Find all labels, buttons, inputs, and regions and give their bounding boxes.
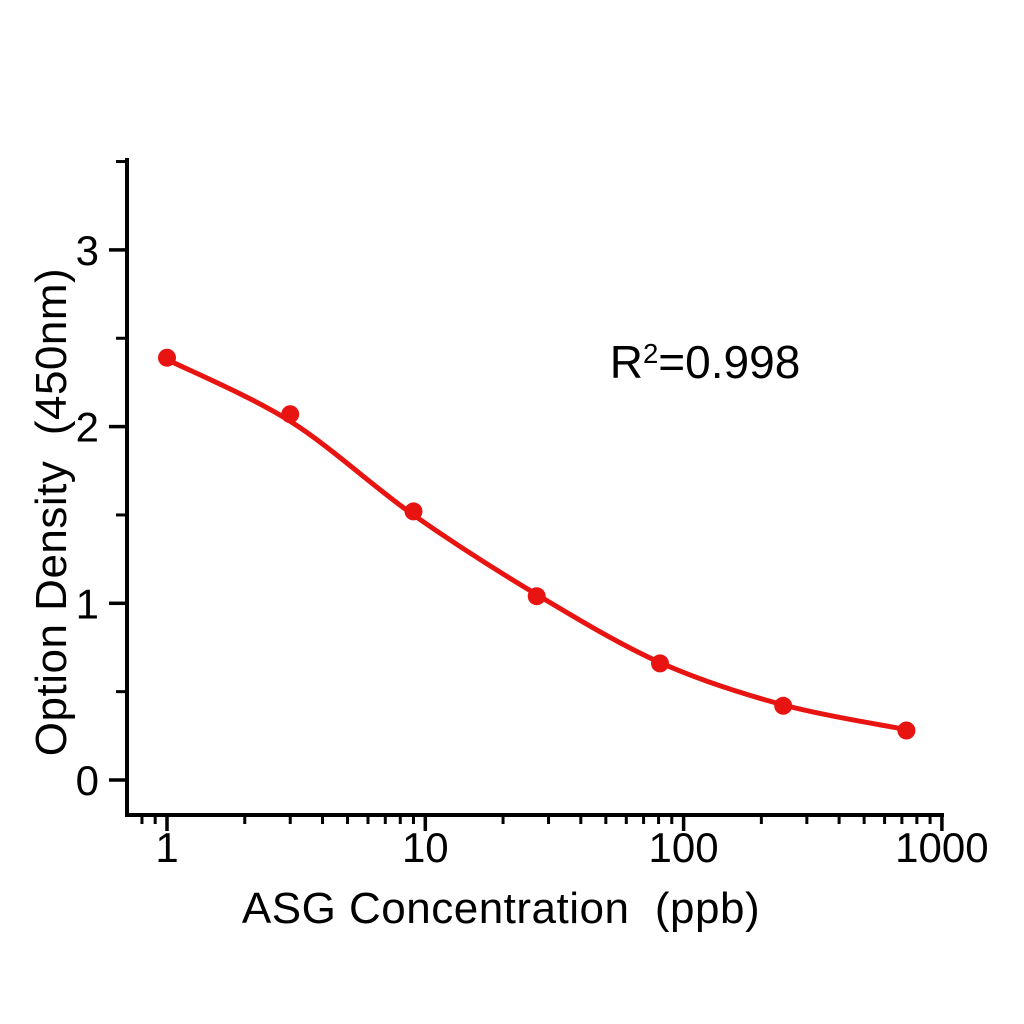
x-tick-label: 100 xyxy=(649,824,719,871)
data-point xyxy=(281,405,300,424)
y-tick-label: 1 xyxy=(76,580,99,627)
y-tick-label: 0 xyxy=(76,757,99,804)
fit-curve xyxy=(164,357,909,733)
data-point xyxy=(158,348,176,367)
r-squared-value: =0.998 xyxy=(658,336,801,388)
r-squared-base: R xyxy=(609,336,643,388)
y-tick-label: 2 xyxy=(76,404,99,451)
data-point xyxy=(651,654,669,673)
r-squared-annotation: R2=0.998 xyxy=(610,335,801,389)
data-point xyxy=(897,721,916,740)
y-axis-label: Option Density (450nm) xyxy=(27,267,76,757)
r-squared-superscript: 2 xyxy=(642,337,659,369)
data-point xyxy=(527,587,546,606)
data-point xyxy=(404,502,423,521)
data-point xyxy=(774,696,793,715)
x-axis-label: ASG Concentration (ppb) xyxy=(241,884,761,933)
x-tick-label: 1000 xyxy=(895,824,988,871)
x-tick-label: 1 xyxy=(155,824,178,871)
y-tick-label: 3 xyxy=(76,227,99,274)
x-tick-label: 10 xyxy=(402,824,449,871)
